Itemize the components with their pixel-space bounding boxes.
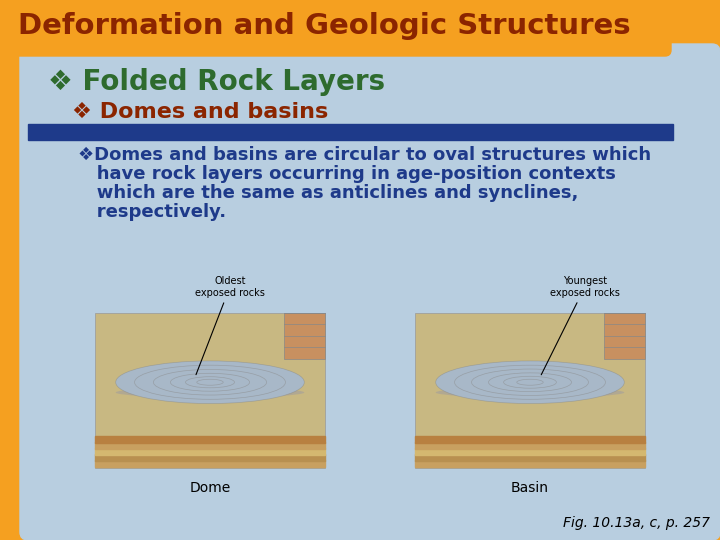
Ellipse shape — [472, 369, 588, 395]
Ellipse shape — [503, 376, 557, 388]
Text: have rock layers occurring in age-position contexts: have rock layers occurring in age-positi… — [78, 165, 616, 183]
Ellipse shape — [135, 365, 285, 399]
Bar — [415, 454, 645, 461]
Ellipse shape — [454, 365, 606, 399]
FancyBboxPatch shape — [0, 0, 671, 56]
Text: Dome: Dome — [189, 481, 230, 495]
Ellipse shape — [488, 373, 572, 392]
Ellipse shape — [116, 387, 305, 397]
Bar — [415, 442, 645, 449]
Bar — [415, 448, 645, 455]
Bar — [95, 454, 325, 461]
Bar — [415, 435, 645, 442]
Bar — [95, 448, 325, 455]
Text: ❖Domes and basins are circular to oval structures which: ❖Domes and basins are circular to oval s… — [78, 146, 651, 164]
FancyBboxPatch shape — [20, 44, 720, 540]
Text: ❖ Folded Rock Layers: ❖ Folded Rock Layers — [48, 68, 385, 96]
Ellipse shape — [197, 379, 223, 385]
Bar — [415, 460, 645, 467]
Text: ❖ Domes and basins: ❖ Domes and basins — [72, 102, 328, 122]
Ellipse shape — [436, 387, 624, 397]
Ellipse shape — [436, 361, 624, 403]
Text: respectively.: respectively. — [78, 203, 226, 221]
Text: Fig. 10.13a, c, p. 257: Fig. 10.13a, c, p. 257 — [563, 516, 710, 530]
Bar — [284, 313, 325, 359]
Ellipse shape — [116, 361, 305, 403]
Bar — [603, 313, 645, 359]
Bar — [95, 435, 325, 442]
Bar — [28, 124, 673, 140]
Ellipse shape — [186, 377, 235, 388]
Bar — [95, 460, 325, 467]
Ellipse shape — [171, 373, 250, 391]
Text: Deformation and Geologic Structures: Deformation and Geologic Structures — [18, 12, 631, 40]
Text: which are the same as anticlines and synclines,: which are the same as anticlines and syn… — [78, 184, 578, 202]
Bar — [415, 313, 645, 468]
Text: Basin: Basin — [511, 481, 549, 495]
Ellipse shape — [153, 369, 266, 395]
Ellipse shape — [517, 379, 543, 385]
Bar — [95, 313, 325, 468]
Text: Oldest
exposed rocks: Oldest exposed rocks — [195, 276, 265, 375]
Text: Youngest
exposed rocks: Youngest exposed rocks — [541, 276, 620, 375]
Bar — [95, 442, 325, 449]
